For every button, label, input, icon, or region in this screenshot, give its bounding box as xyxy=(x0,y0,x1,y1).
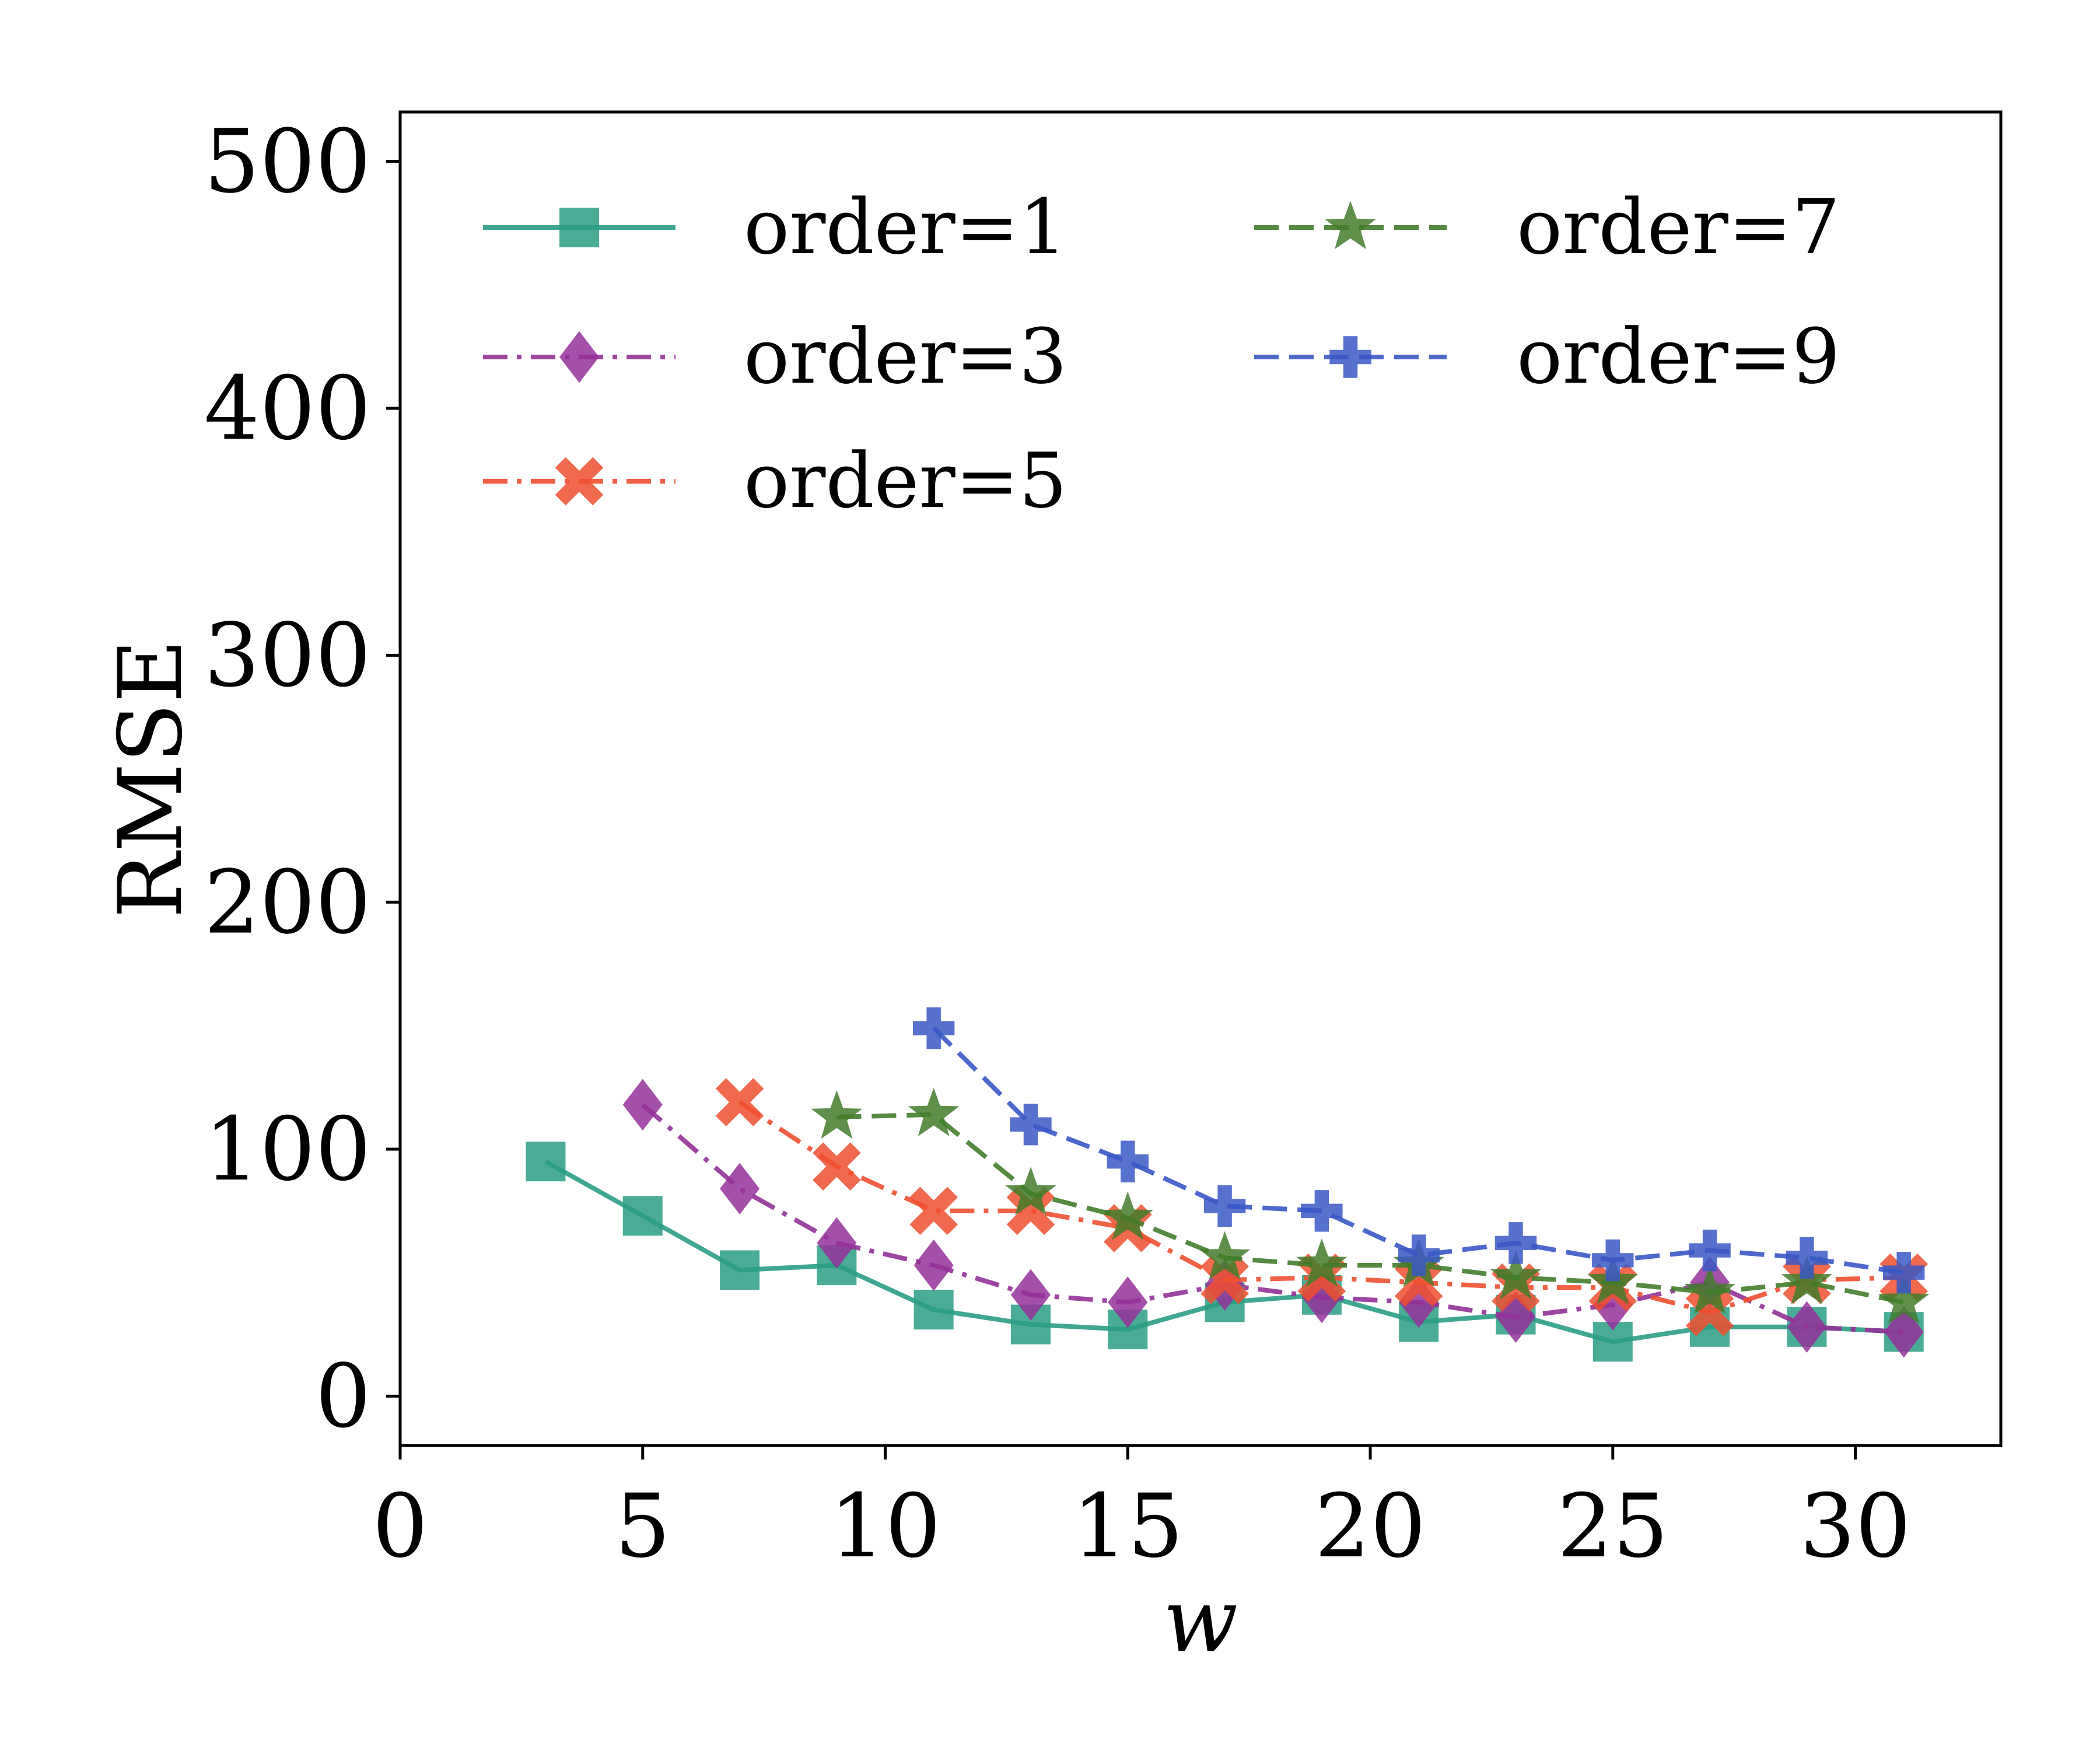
data-point xyxy=(715,1078,764,1126)
x-axis: 0 5 10 15 20 25 30 xyxy=(372,1446,1911,1577)
data-point xyxy=(908,1087,960,1136)
data-point xyxy=(912,1007,955,1049)
data-point xyxy=(720,1163,760,1214)
legend: order=1 order=3 order=5 order=7 order=9 xyxy=(483,183,1840,525)
data-point xyxy=(1005,1167,1056,1216)
legend-label: order=5 xyxy=(744,436,1067,525)
y-tick-label: 200 xyxy=(204,852,371,954)
data-point xyxy=(1781,1255,1832,1304)
data-point xyxy=(914,1290,954,1330)
data-point xyxy=(1102,1191,1153,1240)
legend-item: order=1 xyxy=(483,183,1067,271)
data-point xyxy=(1490,1251,1542,1300)
data-point xyxy=(1394,1258,1443,1307)
data-point xyxy=(1592,1239,1634,1282)
x-tick-label: 10 xyxy=(830,1476,941,1577)
legend-item: order=7 xyxy=(1254,183,1840,271)
data-point xyxy=(1496,1291,1536,1343)
data-point xyxy=(914,1239,954,1292)
series-line xyxy=(836,1112,1905,1305)
legend-label: order=1 xyxy=(744,183,1067,271)
x-tick-label: 5 xyxy=(615,1476,670,1577)
plot-frame xyxy=(398,110,2003,1447)
data-point xyxy=(622,1196,663,1236)
data-point xyxy=(909,1186,958,1236)
plot-marks xyxy=(526,1007,1930,1362)
x-tick-label: 15 xyxy=(1072,1476,1184,1577)
legend-item: order=5 xyxy=(483,436,1067,525)
y-axis: 0 100 200 300 400 500 xyxy=(204,111,400,1447)
series-5 xyxy=(912,1007,1925,1294)
y-axis-label: RMSE xyxy=(100,639,202,919)
legend-marker xyxy=(555,457,604,506)
data-point xyxy=(1296,1238,1348,1287)
data-point xyxy=(811,1090,862,1139)
data-point xyxy=(622,1079,663,1130)
series-line xyxy=(932,1026,1905,1275)
data-point xyxy=(526,1142,566,1182)
data-point xyxy=(1883,1251,1925,1294)
x-tick-label: 25 xyxy=(1557,1476,1668,1577)
legend-item: order=3 xyxy=(483,312,1067,401)
series-4 xyxy=(811,1087,1930,1324)
x-tick-label: 20 xyxy=(1315,1476,1426,1577)
data-point xyxy=(1107,1140,1149,1182)
y-tick-label: 0 xyxy=(316,1346,371,1447)
data-point xyxy=(1884,1306,1924,1358)
x-tick-label: 0 xyxy=(372,1476,428,1577)
legend-marker xyxy=(1329,336,1371,378)
y-tick-label: 300 xyxy=(204,605,371,706)
legend-marker xyxy=(1325,201,1376,250)
legend-label: order=7 xyxy=(1517,183,1840,271)
data-point xyxy=(1494,1222,1537,1264)
data-point xyxy=(1787,1301,1827,1353)
legend-marker xyxy=(559,208,599,247)
data-point xyxy=(1199,1231,1251,1280)
y-tick-label: 400 xyxy=(204,358,371,460)
legend-marker xyxy=(559,331,599,383)
data-point xyxy=(1010,1103,1052,1146)
data-point xyxy=(1301,1271,1342,1324)
x-tick-label: 30 xyxy=(1800,1476,1911,1577)
data-point xyxy=(1006,1186,1055,1236)
data-point xyxy=(1010,1269,1051,1321)
data-point xyxy=(720,1250,760,1290)
data-point xyxy=(1684,1265,1735,1314)
y-tick-label: 100 xyxy=(204,1099,371,1200)
data-point xyxy=(1301,1190,1343,1232)
data-point xyxy=(817,1217,857,1269)
data-point xyxy=(1398,1234,1440,1276)
data-point xyxy=(1200,1256,1249,1304)
data-point xyxy=(1786,1237,1828,1279)
x-axis-label: w xyxy=(1163,1570,1238,1672)
data-point xyxy=(1108,1276,1148,1328)
legend-item: order=9 xyxy=(1254,312,1840,401)
data-point xyxy=(1878,1275,1930,1324)
data-point xyxy=(813,1142,861,1191)
legend-label: order=3 xyxy=(744,312,1067,401)
data-point xyxy=(1203,1185,1246,1227)
data-point xyxy=(1685,1288,1734,1336)
legend-label: order=9 xyxy=(1517,312,1840,401)
y-tick-label: 500 xyxy=(204,111,371,213)
data-point xyxy=(1689,1229,1731,1272)
